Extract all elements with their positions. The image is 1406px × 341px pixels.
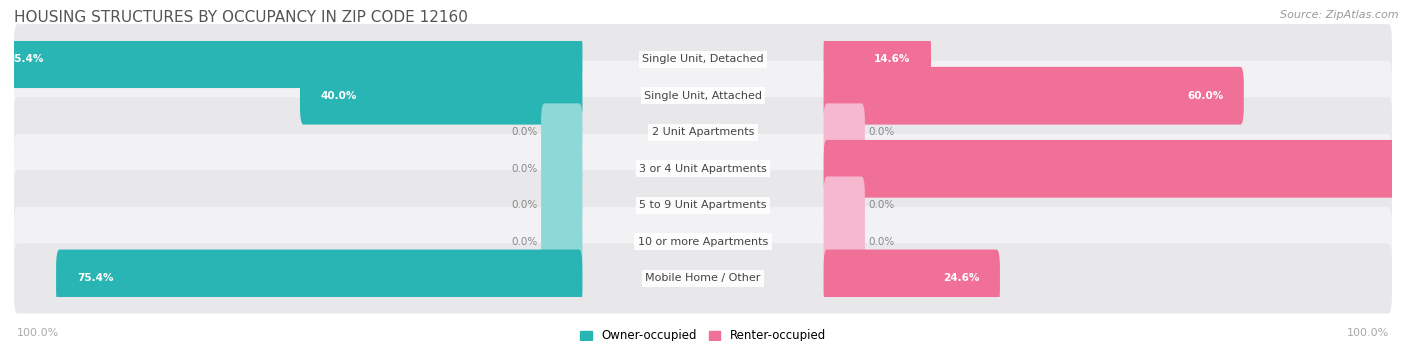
FancyBboxPatch shape xyxy=(541,213,582,271)
FancyBboxPatch shape xyxy=(824,67,1244,124)
Text: 85.4%: 85.4% xyxy=(8,54,44,64)
Legend: Owner-occupied, Renter-occupied: Owner-occupied, Renter-occupied xyxy=(575,325,831,341)
Text: 0.0%: 0.0% xyxy=(512,200,537,210)
FancyBboxPatch shape xyxy=(824,103,865,161)
FancyBboxPatch shape xyxy=(824,30,931,88)
FancyBboxPatch shape xyxy=(541,103,582,161)
FancyBboxPatch shape xyxy=(14,170,1392,240)
Text: 10 or more Apartments: 10 or more Apartments xyxy=(638,237,768,247)
Text: 100.0%: 100.0% xyxy=(1347,328,1389,338)
Text: 5 to 9 Unit Apartments: 5 to 9 Unit Apartments xyxy=(640,200,766,210)
Text: 2 Unit Apartments: 2 Unit Apartments xyxy=(652,127,754,137)
Text: 75.4%: 75.4% xyxy=(77,273,114,283)
Text: 0.0%: 0.0% xyxy=(512,164,537,174)
Text: 24.6%: 24.6% xyxy=(943,273,979,283)
Text: 0.0%: 0.0% xyxy=(869,200,894,210)
Text: 0.0%: 0.0% xyxy=(512,237,537,247)
Text: Source: ZipAtlas.com: Source: ZipAtlas.com xyxy=(1281,10,1399,20)
FancyBboxPatch shape xyxy=(14,61,1392,131)
FancyBboxPatch shape xyxy=(14,243,1392,313)
FancyBboxPatch shape xyxy=(541,177,582,234)
FancyBboxPatch shape xyxy=(299,67,582,124)
Text: 14.6%: 14.6% xyxy=(875,54,910,64)
Text: 3 or 4 Unit Apartments: 3 or 4 Unit Apartments xyxy=(640,164,766,174)
FancyBboxPatch shape xyxy=(14,134,1392,204)
FancyBboxPatch shape xyxy=(824,213,865,271)
FancyBboxPatch shape xyxy=(14,24,1392,94)
Text: 100.0%: 100.0% xyxy=(17,328,59,338)
Text: 0.0%: 0.0% xyxy=(512,127,537,137)
FancyBboxPatch shape xyxy=(541,140,582,198)
Text: Single Unit, Attached: Single Unit, Attached xyxy=(644,91,762,101)
FancyBboxPatch shape xyxy=(824,140,1406,198)
FancyBboxPatch shape xyxy=(824,250,1000,307)
FancyBboxPatch shape xyxy=(56,250,582,307)
FancyBboxPatch shape xyxy=(14,207,1392,277)
Text: 0.0%: 0.0% xyxy=(869,237,894,247)
FancyBboxPatch shape xyxy=(14,97,1392,167)
Text: HOUSING STRUCTURES BY OCCUPANCY IN ZIP CODE 12160: HOUSING STRUCTURES BY OCCUPANCY IN ZIP C… xyxy=(14,10,468,25)
Text: 40.0%: 40.0% xyxy=(321,91,357,101)
FancyBboxPatch shape xyxy=(0,30,582,88)
Text: 0.0%: 0.0% xyxy=(869,127,894,137)
Text: Mobile Home / Other: Mobile Home / Other xyxy=(645,273,761,283)
Text: 60.0%: 60.0% xyxy=(1187,91,1223,101)
Text: Single Unit, Detached: Single Unit, Detached xyxy=(643,54,763,64)
FancyBboxPatch shape xyxy=(824,177,865,234)
